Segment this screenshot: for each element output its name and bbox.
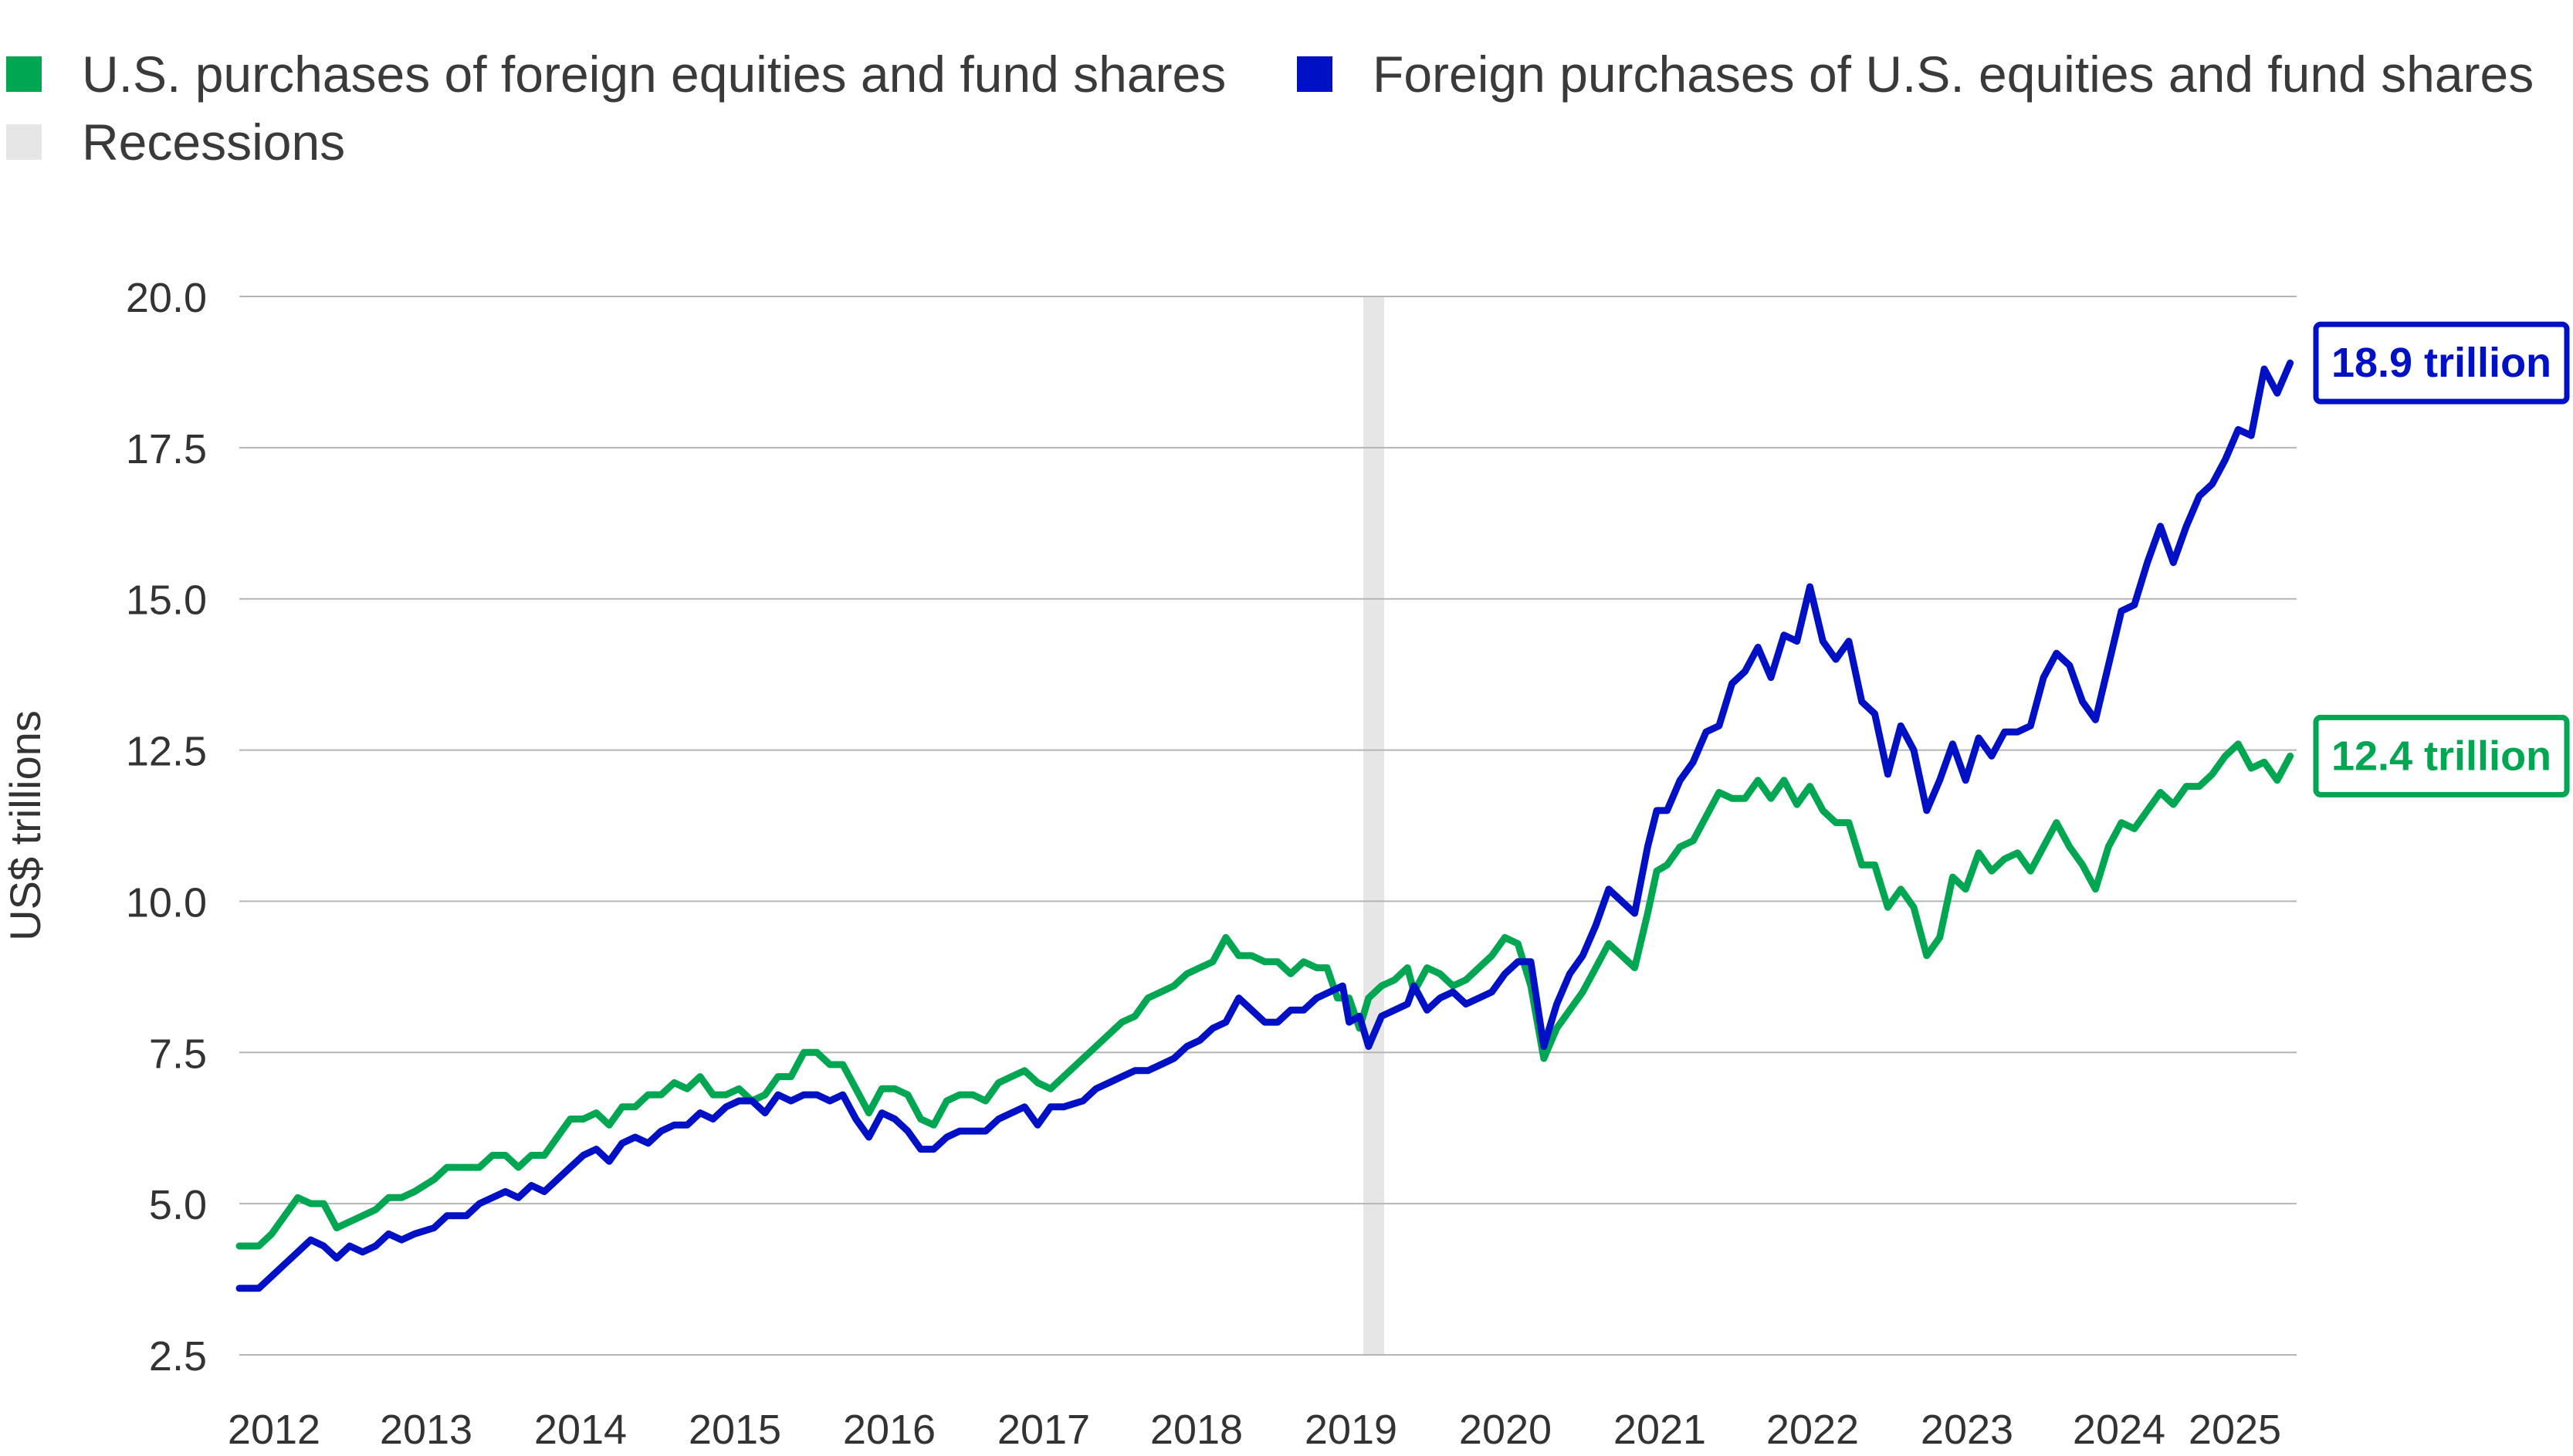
x-tick-label-2019: 2019 <box>1305 1407 1397 1453</box>
x-tick-label-2024: 2024 <box>2073 1407 2165 1453</box>
y-tick-label-20.0: 20.0 <box>126 275 207 321</box>
end-label-foreign-purchases-box <box>2313 321 2570 405</box>
recession-band-0 <box>1363 296 1384 1355</box>
end-label-us-purchases-box <box>2313 714 2570 797</box>
series-line-us-purchases <box>235 740 2294 1250</box>
legend-label-foreign-purchases: Foreign purchases of U.S. equities and f… <box>1373 46 2534 103</box>
x-tick-label-2018: 2018 <box>1150 1407 1243 1453</box>
legend-item-foreign-purchases: Foreign purchases of U.S. equities and f… <box>1297 45 2534 103</box>
x-tick-label-2022: 2022 <box>1766 1407 1859 1453</box>
x-tick-label-2020: 2020 <box>1459 1407 1552 1453</box>
x-tick-label-2025: 2025 <box>2189 1407 2281 1453</box>
x-tick-label-2013: 2013 <box>380 1407 472 1453</box>
y-tick-label-17.5: 17.5 <box>126 426 207 472</box>
x-tick-label-2017: 2017 <box>997 1407 1090 1453</box>
x-tick-label-2012: 2012 <box>228 1407 320 1453</box>
legend-label-us-purchases: U.S. purchases of foreign equities and f… <box>82 46 1227 103</box>
y-tick-label-12.5: 12.5 <box>126 729 207 775</box>
y-tick-label-7.5: 7.5 <box>149 1031 207 1077</box>
x-tick-label-2023: 2023 <box>1921 1407 2013 1453</box>
x-tick-label-2015: 2015 <box>689 1407 781 1453</box>
end-label-foreign-purchases: 18.9 trillion <box>2331 340 2551 386</box>
legend-item-us-purchases: U.S. purchases of foreign equities and f… <box>6 45 1226 103</box>
y-tick-label-15.0: 15.0 <box>126 577 207 624</box>
x-tick-label-2016: 2016 <box>843 1407 936 1453</box>
legend-swatch-blue <box>1297 56 1332 92</box>
series-line-foreign-purchases <box>235 359 2294 1292</box>
y-tick-label-2.5: 2.5 <box>149 1333 207 1380</box>
end-label-us-purchases: 12.4 trillion <box>2331 733 2551 779</box>
y-tick-label-5.0: 5.0 <box>149 1182 207 1228</box>
legend-swatch-green <box>6 56 42 92</box>
y-tick-label-10.0: 10.0 <box>126 879 207 926</box>
x-tick-label-2014: 2014 <box>534 1407 627 1453</box>
legend-item-recessions: Recessions <box>6 113 345 171</box>
x-tick-label-2021: 2021 <box>1613 1407 1706 1453</box>
legend-swatch-recessions <box>6 124 42 160</box>
y-axis-title: US$ trillions <box>1 710 49 941</box>
legend-label-recessions: Recessions <box>82 113 346 171</box>
